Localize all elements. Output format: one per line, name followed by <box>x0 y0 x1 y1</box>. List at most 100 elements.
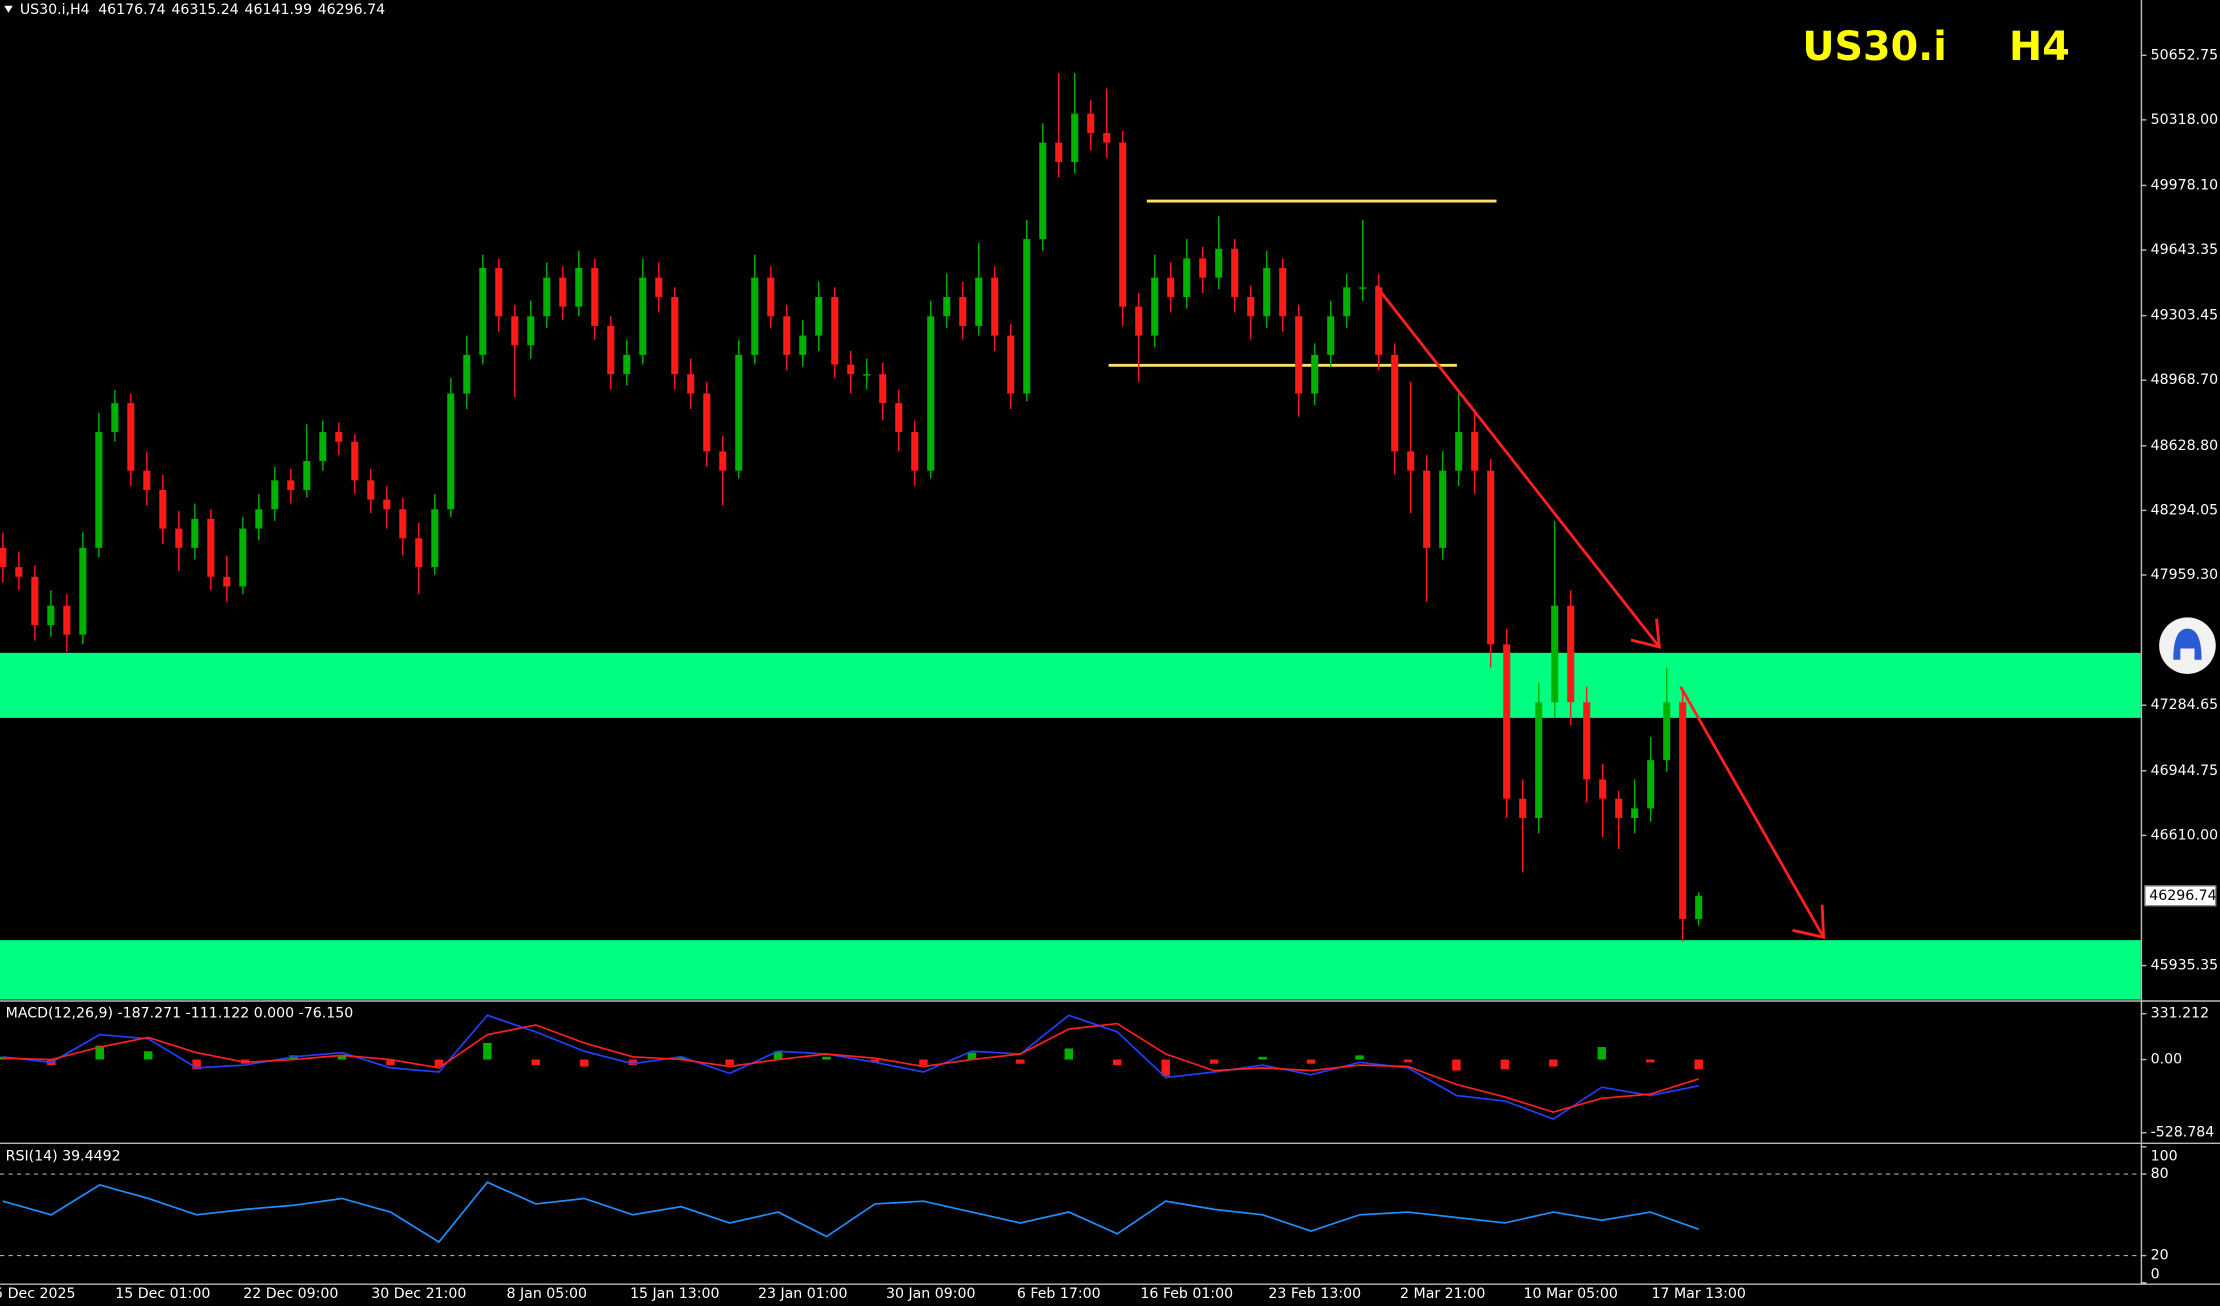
x-tick-label: 15 Dec 01:00 <box>115 1286 210 1302</box>
candle-body <box>1311 354 1319 394</box>
macd-histogram-bar <box>1355 1055 1364 1060</box>
x-tick-label: 5 Dec 2025 <box>0 1286 76 1302</box>
indicator-line <box>2 1181 1699 1244</box>
rsi-label: RSI(14) 39.4492 <box>6 1149 121 1165</box>
macd-histogram-bar <box>386 1059 395 1066</box>
macd-histogram-bar <box>1694 1059 1703 1070</box>
candle-body <box>959 297 967 326</box>
candle-body <box>1631 808 1639 819</box>
candle-body <box>671 297 679 375</box>
candle-body <box>447 393 455 510</box>
candle-body <box>1279 268 1287 317</box>
y-tick-label: -528.784 <box>2151 1125 2215 1141</box>
candle-body <box>1663 702 1671 761</box>
x-tick-label: 2 Mar 21:00 <box>1400 1286 1485 1302</box>
candle-body <box>1071 113 1079 162</box>
candle-body <box>527 316 535 346</box>
candle-body <box>143 470 151 490</box>
candle-body <box>463 354 471 394</box>
candle-body <box>751 277 759 355</box>
candle-body <box>591 268 599 326</box>
candle-body <box>1007 335 1015 394</box>
candle-body <box>1583 702 1591 780</box>
candle-body <box>303 461 311 490</box>
candle-body <box>191 518 199 548</box>
candle-body <box>975 277 983 326</box>
candle-body <box>207 518 215 577</box>
candle-body <box>175 528 183 548</box>
macd-histogram-bar <box>773 1051 783 1060</box>
macd-histogram-bar <box>95 1045 104 1060</box>
macd-histogram-bar <box>1258 1056 1267 1060</box>
y-tick-label: 46610.00 <box>2151 827 2218 843</box>
macd-histogram-bar <box>434 1059 444 1067</box>
menu-triangle[interactable] <box>4 5 13 13</box>
macd-histogram-bar <box>1113 1059 1122 1066</box>
symbol-header: US30.i,H4 <box>20 2 90 18</box>
arrow-head <box>1630 618 1661 649</box>
candle-body <box>1183 258 1191 298</box>
candle-body <box>719 451 727 471</box>
candle-body <box>1023 239 1031 394</box>
candle-body <box>1599 779 1607 799</box>
candle-body <box>687 374 695 394</box>
x-tick-label: 10 Mar 05:00 <box>1523 1286 1617 1302</box>
candle-body <box>1471 432 1479 471</box>
candle-body <box>1375 287 1383 355</box>
candle-body <box>415 538 423 568</box>
x-tick-label: 30 Dec 21:00 <box>371 1286 466 1302</box>
macd-histogram-bar <box>822 1056 831 1060</box>
candle-body <box>1087 113 1095 133</box>
candle-body <box>1487 470 1495 645</box>
app-icon[interactable] <box>2159 617 2216 674</box>
candle-body <box>319 432 327 462</box>
y-tick-label: 48968.70 <box>2151 372 2218 388</box>
candle-body <box>1551 605 1559 703</box>
candle-body <box>1247 297 1255 317</box>
candle-body <box>607 325 615 375</box>
candle-body <box>1359 287 1367 289</box>
candle-body <box>1423 470 1431 548</box>
candle-body <box>863 374 871 376</box>
candle-body <box>0 547 7 568</box>
candle-body <box>271 480 279 510</box>
macd-histogram-bar <box>1064 1048 1074 1060</box>
candle-body <box>543 277 551 317</box>
candle-body <box>1503 644 1511 799</box>
candle-body <box>1647 760 1655 809</box>
candle-body <box>623 354 631 375</box>
candle-body <box>47 605 55 626</box>
price-marker <box>2144 885 2217 907</box>
candle-body <box>1695 895 1703 919</box>
candle-body <box>1231 248 1239 298</box>
arrow <box>1375 285 1661 648</box>
candle-body <box>799 335 807 355</box>
candle-body <box>703 393 711 452</box>
macd-histogram-bar <box>1645 1059 1655 1063</box>
y-tick-label: 48628.80 <box>2151 438 2218 454</box>
x-tick-label: 23 Jan 01:00 <box>758 1286 848 1302</box>
candle-body <box>63 605 71 635</box>
x-tick-label: 6 Feb 17:00 <box>1017 1286 1101 1302</box>
y-tick-label: 49303.45 <box>2151 308 2218 324</box>
macd-histogram-bar <box>1597 1047 1607 1060</box>
candle-body <box>1151 277 1159 336</box>
candle-body <box>1615 798 1623 819</box>
candle-body <box>767 277 775 317</box>
candle-body <box>1391 354 1399 452</box>
candle-body <box>1263 268 1271 317</box>
macd-histogram-bar <box>1452 1059 1461 1071</box>
candle-body <box>879 374 887 404</box>
support-zone <box>0 652 2141 718</box>
x-tick-label: 15 Jan 13:00 <box>630 1286 720 1302</box>
x-tick-label: 17 Mar 13:00 <box>1651 1286 1745 1302</box>
y-tick-label: 49643.35 <box>2151 242 2218 258</box>
candle-body <box>479 268 487 355</box>
candle-body <box>111 403 119 433</box>
candle-body <box>815 297 823 336</box>
macd-histogram-bar <box>1500 1059 1510 1070</box>
macd-histogram-bar <box>483 1042 492 1060</box>
candle-body <box>223 576 231 587</box>
candle-body <box>735 354 743 471</box>
arrow <box>1679 685 1825 938</box>
